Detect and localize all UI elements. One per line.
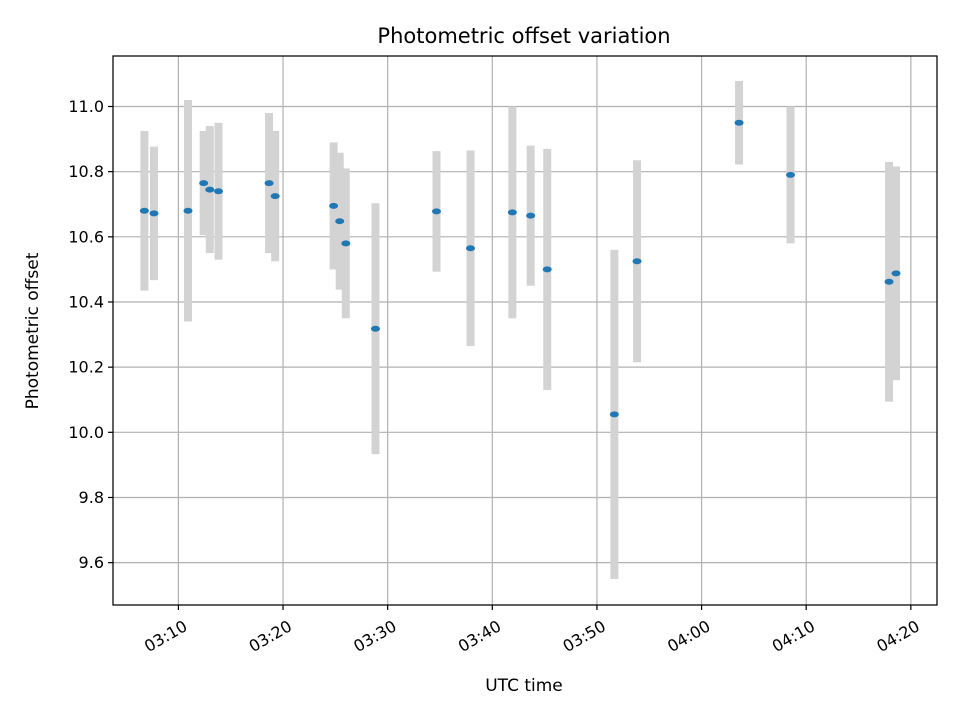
data-point xyxy=(199,180,209,187)
data-point xyxy=(632,258,642,265)
y-tick-label: 10.6 xyxy=(68,227,104,246)
y-tick-label: 9.8 xyxy=(79,488,104,507)
data-point xyxy=(466,245,476,252)
data-point xyxy=(507,209,517,216)
data-point xyxy=(734,119,744,126)
data-point xyxy=(205,186,215,193)
y-tick-label: 9.6 xyxy=(79,553,104,572)
y-tick-label: 11.0 xyxy=(68,97,104,116)
x-axis-label: UTC time xyxy=(485,676,563,696)
data-point xyxy=(214,188,224,195)
data-point xyxy=(526,212,536,219)
y-tick-label: 10.2 xyxy=(68,358,104,377)
data-point xyxy=(341,240,351,247)
data-point xyxy=(431,208,441,215)
plot-frame xyxy=(112,55,938,606)
y-axis-label: Photometric offset xyxy=(23,252,43,409)
data-point xyxy=(183,207,193,214)
data-point xyxy=(270,193,280,200)
y-tick-label: 10.0 xyxy=(68,423,104,442)
y-tick-label: 10.8 xyxy=(68,162,104,181)
data-point xyxy=(884,278,894,285)
data-point xyxy=(139,207,149,214)
data-point xyxy=(370,325,380,332)
data-point xyxy=(149,210,159,217)
grid xyxy=(113,56,937,605)
chart-title: Photometric offset variation xyxy=(377,24,670,48)
data-point xyxy=(609,411,619,418)
data-point xyxy=(542,266,552,273)
data-point xyxy=(335,218,345,225)
y-tick-label: 10.4 xyxy=(68,292,104,311)
data-point xyxy=(891,270,901,277)
data-point xyxy=(264,180,274,187)
data-point xyxy=(329,202,339,209)
data-points xyxy=(139,119,901,418)
data-point xyxy=(786,171,796,178)
